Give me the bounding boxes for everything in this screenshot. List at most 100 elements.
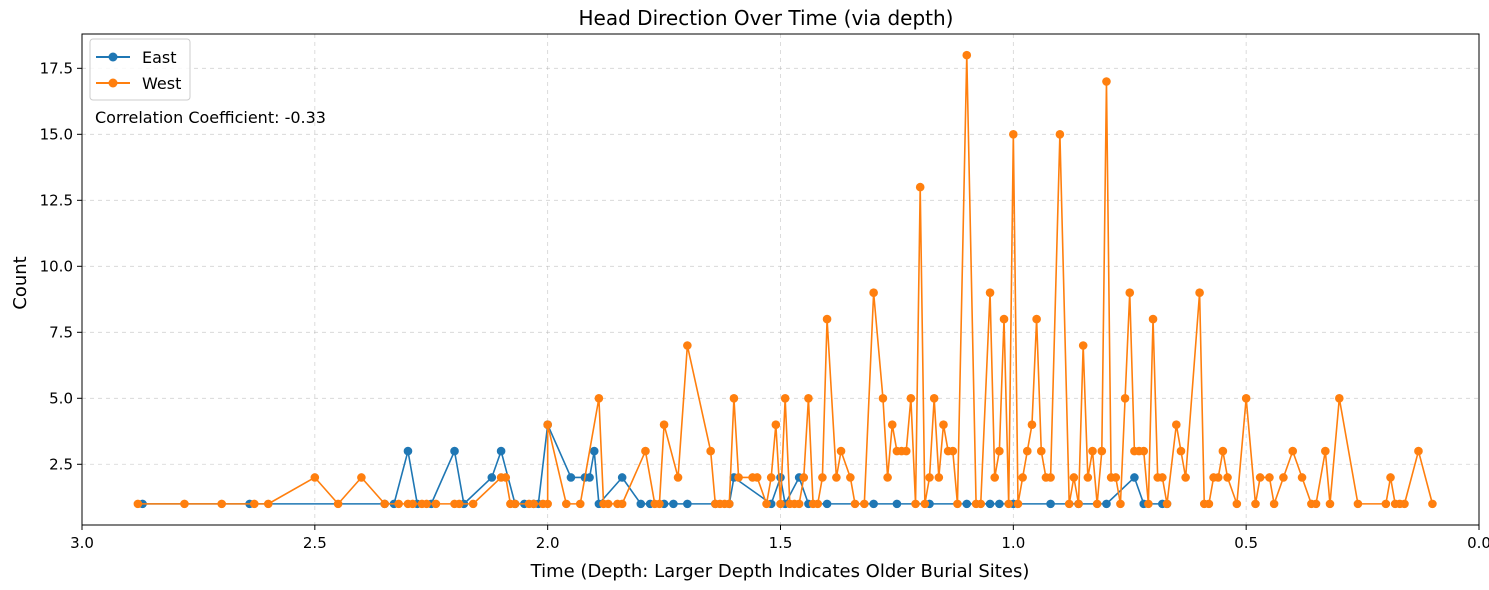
- data-point-west: [1032, 314, 1041, 324]
- data-point-west: [999, 314, 1009, 324]
- y-tick-label: 10.0: [40, 257, 73, 275]
- data-point-west: [962, 50, 972, 60]
- series-west: [133, 50, 1437, 509]
- data-point-east: [683, 499, 692, 509]
- data-point-west: [1036, 446, 1046, 456]
- data-point-west: [1218, 446, 1228, 456]
- data-point-west: [617, 499, 627, 509]
- data-point-west: [431, 499, 441, 509]
- data-point-west: [818, 473, 827, 482]
- data-point-west: [794, 499, 804, 509]
- data-point-west: [659, 420, 669, 429]
- data-point-west: [1195, 288, 1204, 298]
- data-point-west: [1064, 499, 1074, 509]
- data-point-west: [394, 499, 403, 509]
- data-point-east: [1102, 499, 1111, 509]
- data-point-east: [776, 473, 785, 482]
- data-point-west: [906, 393, 916, 403]
- data-point-east: [822, 499, 832, 509]
- data-point-west: [1027, 420, 1037, 429]
- data-point-west: [422, 499, 431, 509]
- data-point-west: [953, 499, 962, 509]
- data-point-west: [510, 499, 520, 509]
- data-point-west: [1311, 499, 1321, 509]
- x-tick-label: 3.0: [70, 534, 94, 552]
- data-point-west: [1353, 499, 1363, 509]
- data-point-west: [1255, 473, 1265, 482]
- data-point-west: [1213, 473, 1223, 482]
- data-point-west: [948, 446, 958, 456]
- data-point-west: [985, 288, 995, 298]
- data-point-west: [1251, 499, 1260, 509]
- data-point-west: [724, 499, 734, 509]
- x-axis: 3.0 2.5 2.0 1.5 1.0 0.5 0.0: [70, 525, 1489, 552]
- data-point-east: [1046, 499, 1055, 509]
- data-point-west: [561, 499, 571, 509]
- data-point-west: [1078, 341, 1088, 350]
- data-point-west: [683, 341, 692, 350]
- data-point-west: [333, 499, 343, 509]
- data-point-west: [1400, 499, 1409, 509]
- data-point-west: [706, 446, 715, 456]
- data-point-west: [1288, 446, 1298, 456]
- data-point-west: [762, 499, 771, 509]
- data-point-west: [1241, 393, 1251, 403]
- x-tick-label: 2.5: [303, 534, 327, 552]
- data-point-west: [1046, 473, 1055, 482]
- data-point-west: [776, 499, 785, 509]
- x-axis-label: Time (Depth: Larger Depth Indicates Olde…: [530, 561, 1030, 582]
- data-point-west: [925, 473, 934, 482]
- data-point-west: [501, 473, 511, 482]
- data-point-east: [636, 499, 646, 509]
- data-point-west: [1176, 446, 1186, 456]
- data-point-west: [1111, 473, 1121, 482]
- data-point-west: [1414, 446, 1423, 456]
- x-tick-label: 1.5: [769, 534, 793, 552]
- data-point-west: [911, 499, 920, 509]
- data-point-west: [1232, 499, 1242, 509]
- data-point-west: [799, 473, 809, 482]
- data-point-west: [1321, 446, 1330, 456]
- data-point-west: [655, 499, 664, 509]
- data-point-west: [1013, 499, 1023, 509]
- data-point-west: [780, 393, 790, 403]
- data-point-west: [1325, 499, 1335, 509]
- data-point-west: [1223, 473, 1232, 482]
- data-point-west: [1386, 473, 1395, 482]
- data-point-east: [617, 473, 627, 482]
- data-point-west: [752, 473, 762, 482]
- data-point-west: [1279, 473, 1288, 482]
- data-point-west: [1265, 473, 1274, 482]
- data-point-west: [995, 446, 1004, 456]
- legend: East West: [89, 38, 191, 101]
- data-point-east: [985, 499, 995, 509]
- data-point-west: [180, 499, 189, 509]
- data-point-west: [673, 473, 683, 482]
- data-point-west: [887, 420, 897, 429]
- data-point-west: [915, 182, 925, 192]
- y-axis: 2.5 5.0 7.5 10.0 12.5 15.0 17.5: [40, 59, 82, 473]
- data-point-west: [594, 393, 604, 403]
- data-point-east: [962, 499, 972, 509]
- data-point-east: [496, 446, 506, 456]
- data-point-west: [883, 473, 892, 482]
- series-line-west: [137, 54, 1434, 505]
- data-point-east: [403, 446, 413, 456]
- data-point-west: [1092, 499, 1102, 509]
- data-point-west: [1055, 130, 1065, 139]
- data-point-west: [454, 499, 464, 509]
- data-point-west: [1116, 499, 1125, 509]
- data-point-west: [846, 473, 855, 482]
- data-point-east: [566, 473, 576, 482]
- data-point-west: [804, 393, 813, 403]
- data-point-east: [995, 499, 1004, 509]
- data-point-west: [357, 473, 366, 482]
- data-point-west: [832, 473, 841, 482]
- data-point-west: [1074, 499, 1083, 509]
- data-point-west: [1009, 130, 1018, 139]
- data-point-west: [543, 499, 552, 509]
- data-point-west: [1088, 446, 1097, 456]
- legend-entry-east: East: [96, 48, 177, 67]
- data-point-west: [1069, 473, 1079, 482]
